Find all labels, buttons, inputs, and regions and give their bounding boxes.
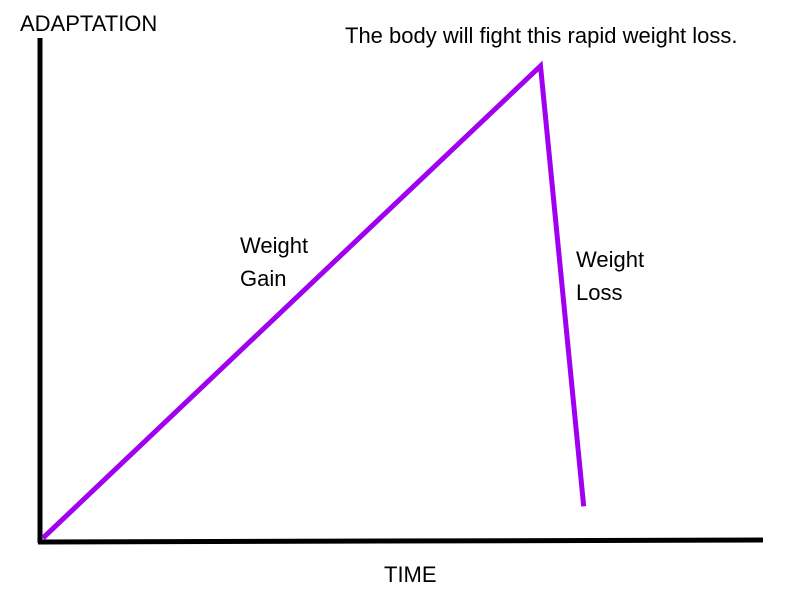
weight-gain-label-line-2: Gain bbox=[240, 266, 286, 291]
weight-loss-label-line-2: Loss bbox=[576, 280, 622, 305]
rapid-loss-note: The body will fight this rapid weight lo… bbox=[345, 23, 738, 48]
weight-gain-label: Weight Gain bbox=[240, 233, 314, 291]
weight-series-line bbox=[41, 60, 587, 540]
y-axis-label: ADAPTATION bbox=[20, 11, 157, 36]
weight-loss-label: Weight Loss bbox=[576, 247, 650, 305]
x-axis-line bbox=[37, 537, 764, 545]
weight-loss-label-line-1: Weight bbox=[576, 247, 644, 272]
x-axis-label: TIME bbox=[384, 562, 437, 587]
weight-gain-label-line-1: Weight bbox=[240, 233, 308, 258]
